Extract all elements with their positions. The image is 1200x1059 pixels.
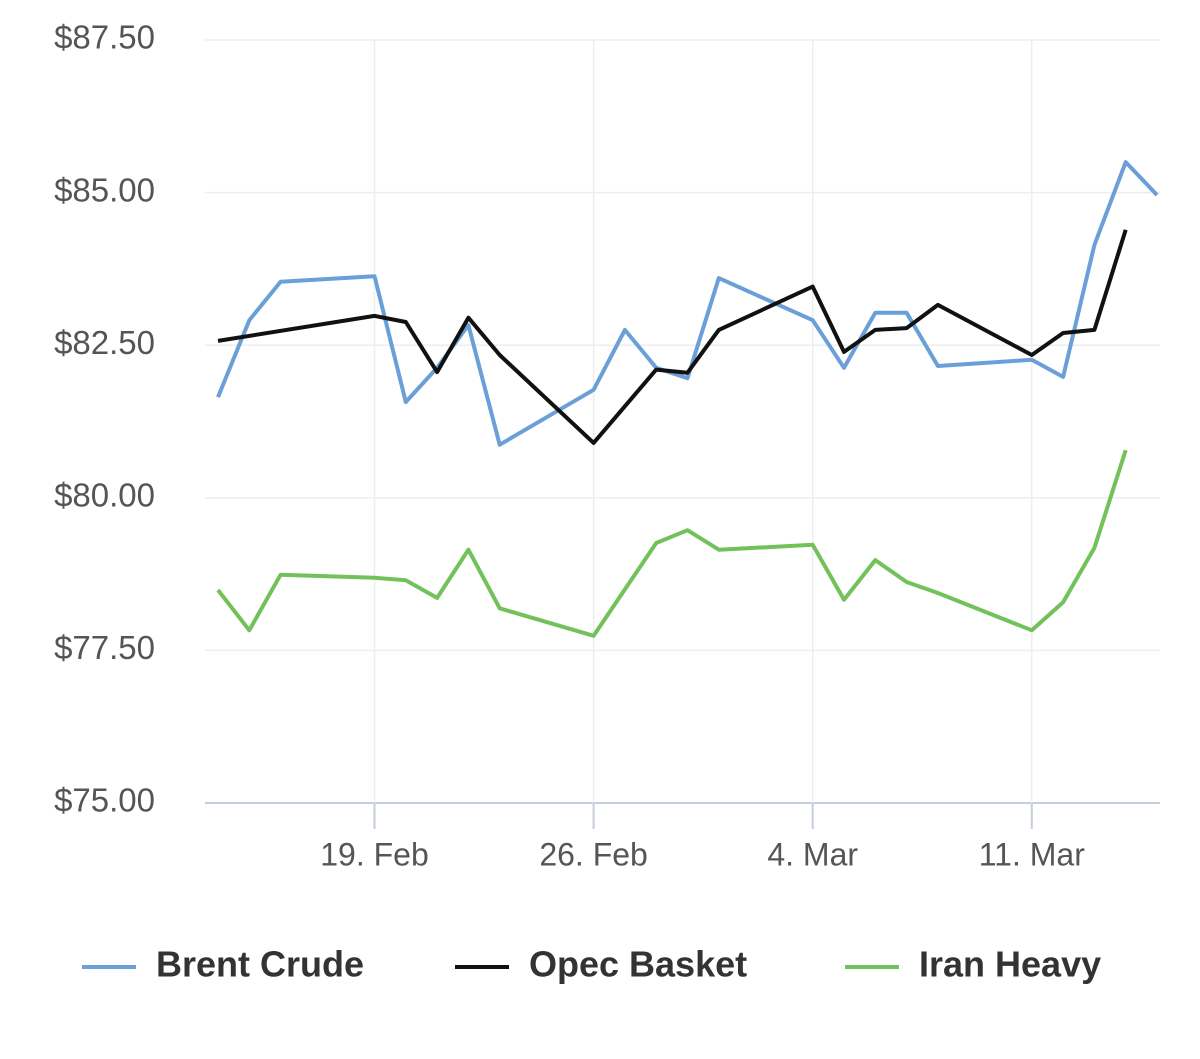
x-tick-label: 4. Mar — [767, 836, 858, 872]
line-series — [216, 449, 1128, 638]
y-tick-label: $82.50 — [54, 324, 155, 361]
y-tick-label: $87.50 — [54, 19, 155, 56]
y-tick-label: $75.00 — [54, 782, 155, 819]
line-series — [216, 160, 1159, 447]
x-tick-label: 11. Mar — [979, 836, 1085, 872]
x-tick-label: 19. Feb — [320, 836, 429, 872]
y-tick-label: $80.00 — [54, 477, 155, 514]
legend-label: Opec Basket — [529, 944, 747, 985]
legend-label: Brent Crude — [156, 944, 364, 985]
y-tick-label: $77.50 — [54, 629, 155, 666]
legend-label: Iran Heavy — [919, 944, 1101, 985]
x-tick-label: 26. Feb — [539, 836, 648, 872]
line-series — [217, 229, 1128, 445]
y-tick-label: $85.00 — [54, 171, 155, 208]
